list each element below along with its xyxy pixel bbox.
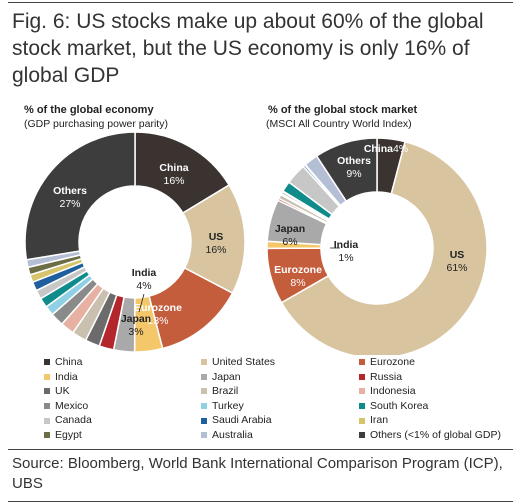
label-india: India [132, 267, 157, 279]
chart-left: % of the global economy (GDP purchasing … [24, 104, 246, 353]
legend-label: Egypt [55, 428, 82, 441]
legend-swatch [44, 403, 50, 410]
legend-label: United States [212, 356, 276, 368]
chart-right: % of the global stock market (MSCI All C… [266, 104, 488, 355]
legend-item-australia: Australia [201, 428, 359, 443]
label-india: India [334, 239, 359, 251]
legend-item-uk: UK [44, 384, 201, 399]
label-china: China [159, 162, 188, 174]
legend-swatch [359, 417, 365, 424]
legend-label: UK [55, 385, 70, 398]
legend-swatch [201, 388, 207, 395]
legend-item-india: India [44, 370, 201, 385]
label-united-states: US [450, 249, 465, 261]
chart-left-slices [24, 131, 246, 353]
legend-label: Eurozone [370, 356, 415, 368]
legend-swatch [201, 417, 207, 424]
value-label-japan: 6% [282, 236, 297, 248]
label-others: Others [337, 155, 371, 167]
legend-label: Indonesia [370, 385, 416, 398]
legend-item-egypt: Egypt [44, 428, 201, 443]
legend-label: China [55, 356, 83, 368]
legend-item-iran: Iran [359, 413, 514, 428]
chart-right-slices [266, 137, 488, 355]
value-label-united-states: 61% [446, 262, 467, 274]
label-eurozone: Eurozone [134, 302, 182, 314]
slice-others [24, 131, 136, 261]
value-label-japan: 3% [128, 326, 143, 338]
legend-swatch [44, 432, 50, 439]
value-label-eurozone: 8% [290, 277, 305, 289]
legend-label: Australia [212, 428, 253, 441]
value-label-india: 1% [338, 252, 353, 264]
legend-item-united-states: United States [201, 355, 359, 370]
bottom-rule [8, 501, 513, 502]
donut-charts: % of the global economy (GDP purchasing … [24, 104, 488, 355]
legend-item-indonesia: Indonesia [359, 384, 514, 399]
legend-swatch [44, 388, 50, 395]
legend-swatch [201, 403, 207, 410]
legend-label: Saudi Arabia [212, 414, 272, 427]
value-label-united-states: 16% [205, 244, 226, 256]
legend-label: Brazil [212, 385, 239, 398]
legend-label: South Korea [370, 399, 429, 412]
legend-label: Mexico [55, 399, 89, 412]
chart-right-subtitle: (MSCI All Country World Index) [266, 118, 412, 130]
legend-swatch [44, 417, 50, 424]
chart-left-labels: China16%US16%Eurozone13%India4%Japan3%Ot… [53, 162, 226, 338]
label-japan: Japan [121, 313, 151, 325]
chart-right-title: % of the global stock market [268, 104, 417, 116]
legend-item-russia: Russia [359, 370, 514, 385]
legend-item-china: China [44, 355, 201, 370]
source-rule [8, 449, 513, 450]
figure-title: Fig. 6: US stocks make up about 60% of t… [12, 10, 484, 87]
label-united-states: US [209, 231, 224, 243]
label-eurozone: Eurozone [274, 264, 322, 276]
slice-united-states [280, 140, 488, 355]
top-rule [8, 2, 513, 3]
legend-swatch [359, 403, 365, 410]
value-label-others: 27% [59, 198, 80, 210]
legend-item-canada: Canada [44, 413, 201, 428]
value-label-india: 4% [136, 280, 151, 292]
label-japan: Japan [275, 223, 305, 235]
legend-label: India [55, 370, 78, 383]
legend-item-others: Others (<1% of global GDP) [359, 428, 514, 443]
legend: China United States Eurozone India Japan Russ… [44, 355, 514, 443]
legend-item-brazil: Brazil [201, 384, 359, 399]
value-label-china: 16% [163, 175, 184, 187]
legend-swatch [359, 432, 365, 439]
legend-swatch [359, 388, 365, 395]
legend-swatch [44, 359, 50, 366]
legend-item-eurozone: Eurozone [359, 355, 514, 370]
legend-label: Others (<1% of global GDP) [370, 428, 502, 441]
legend-item-south-korea: South Korea [359, 399, 514, 414]
label-china: China4% [364, 143, 408, 155]
chart-left-title: % of the global economy [24, 104, 154, 116]
legend-label: Turkey [212, 399, 244, 412]
value-label-eurozone: 13% [147, 315, 168, 327]
source-note: Source: Bloomberg, World Bank Internatio… [12, 455, 503, 492]
legend-swatch [201, 373, 207, 380]
value-label-others: 9% [346, 168, 361, 180]
legend-label: Japan [212, 370, 241, 383]
legend-label: Iran [370, 414, 389, 427]
legend-label: Russia [370, 370, 403, 383]
leader-line [138, 293, 145, 313]
legend-item-japan: Japan [201, 370, 359, 385]
legend-swatch [44, 373, 50, 380]
chart-left-subtitle: (GDP purchasing power parity) [24, 118, 168, 130]
legend-label: Canada [55, 414, 92, 427]
legend-swatch [359, 373, 365, 380]
legend-item-saudi-arabia: Saudi Arabia [201, 413, 359, 428]
legend-item-mexico: Mexico [44, 399, 201, 414]
legend-swatch [201, 432, 207, 439]
legend-swatch [201, 359, 207, 366]
legend-swatch [359, 359, 365, 366]
label-others: Others [53, 185, 87, 197]
slice-others [315, 137, 378, 203]
legend-item-turkey: Turkey [201, 399, 359, 414]
